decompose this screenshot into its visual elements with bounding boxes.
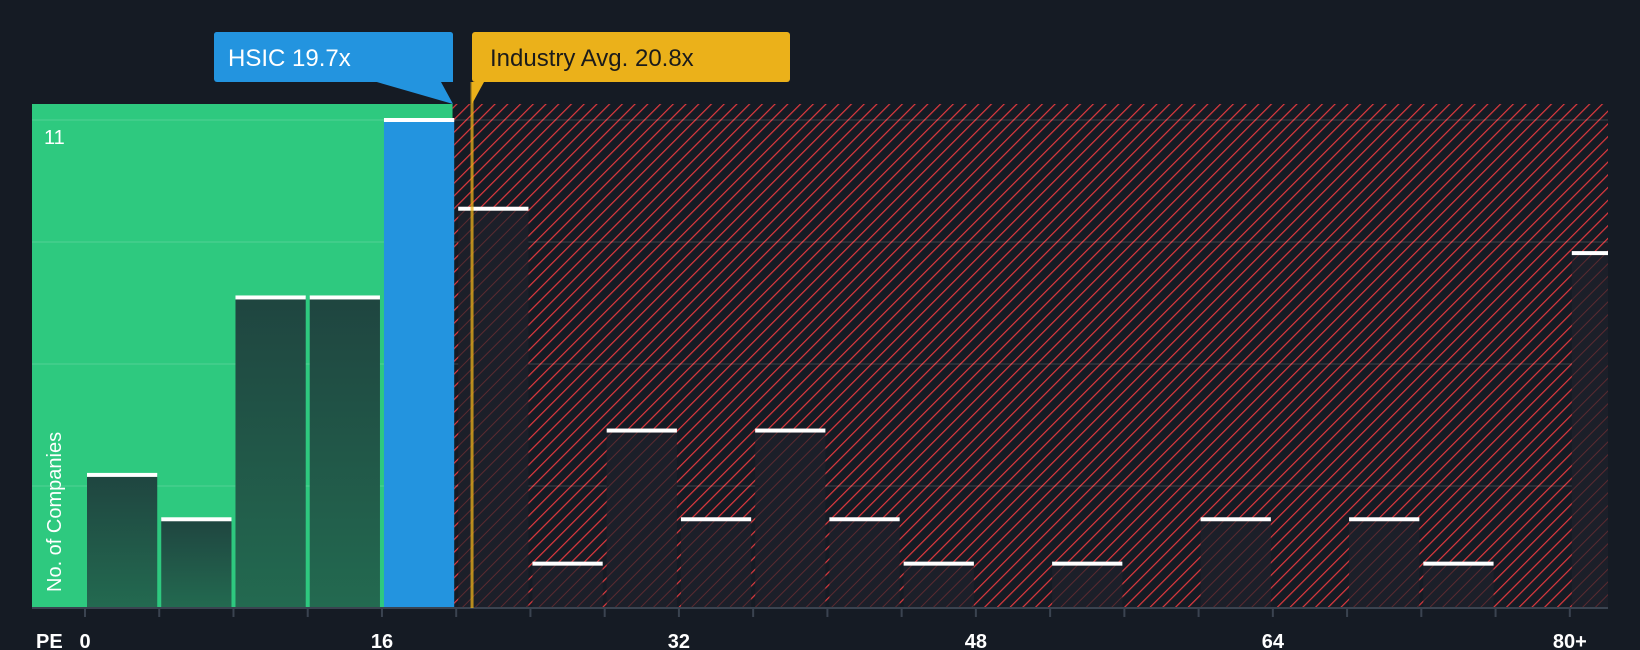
x-tick-label: 16 bbox=[371, 631, 393, 650]
histogram-bar bbox=[606, 430, 677, 608]
y-tick-label: 11 bbox=[44, 127, 65, 149]
x-tick-label: 0 bbox=[79, 631, 90, 650]
bar-cap bbox=[903, 561, 974, 566]
histogram-bar bbox=[1423, 563, 1494, 608]
histogram-bar bbox=[309, 297, 380, 608]
bar-cap bbox=[1200, 517, 1271, 522]
histogram-bar bbox=[755, 430, 826, 608]
histogram-bar bbox=[235, 297, 306, 608]
bar-cap bbox=[161, 517, 232, 522]
x-tick-label: 48 bbox=[965, 631, 987, 650]
histogram-bar bbox=[383, 120, 455, 608]
bar-cap bbox=[532, 561, 603, 566]
x-tick-label: 80+ bbox=[1553, 631, 1587, 650]
x-tick-label: 64 bbox=[1262, 631, 1285, 650]
bar-cap bbox=[1052, 561, 1123, 566]
bar-cap bbox=[87, 472, 158, 477]
histogram-bar bbox=[829, 519, 900, 608]
bar-cap bbox=[755, 428, 826, 433]
bar-cap bbox=[1423, 561, 1494, 566]
x-tick-label: 32 bbox=[668, 631, 690, 650]
bar-cap bbox=[606, 428, 677, 433]
histogram-bar bbox=[1571, 253, 1608, 608]
histogram-bar bbox=[1349, 519, 1420, 608]
industry-callout-pointer bbox=[472, 82, 484, 104]
bar-cap bbox=[235, 295, 306, 300]
histogram-bar bbox=[87, 474, 158, 608]
industry-callout-box bbox=[472, 32, 790, 82]
bar-cap bbox=[1349, 517, 1420, 522]
histogram-bar bbox=[680, 519, 752, 608]
company-pe-label: HSIC 19.7x bbox=[228, 45, 351, 72]
bar-cap bbox=[680, 517, 752, 522]
bar-cap bbox=[309, 295, 380, 300]
histogram-bar bbox=[903, 563, 974, 608]
bar-cap bbox=[829, 517, 900, 522]
histogram-bar bbox=[532, 563, 603, 608]
histogram-bar bbox=[1200, 519, 1271, 608]
histogram-bar bbox=[458, 208, 529, 608]
bar-cap bbox=[383, 118, 455, 122]
company-callout-box bbox=[214, 32, 453, 82]
bar-cap bbox=[458, 206, 529, 211]
x-axis-label: PE bbox=[36, 631, 63, 650]
y-axis-label: No. of Companies bbox=[44, 432, 66, 592]
industry-average-label: Industry Avg. 20.8x bbox=[490, 45, 694, 72]
bar-cap bbox=[1571, 251, 1608, 256]
histogram-bar bbox=[161, 519, 232, 608]
histogram-bar bbox=[1052, 563, 1123, 608]
